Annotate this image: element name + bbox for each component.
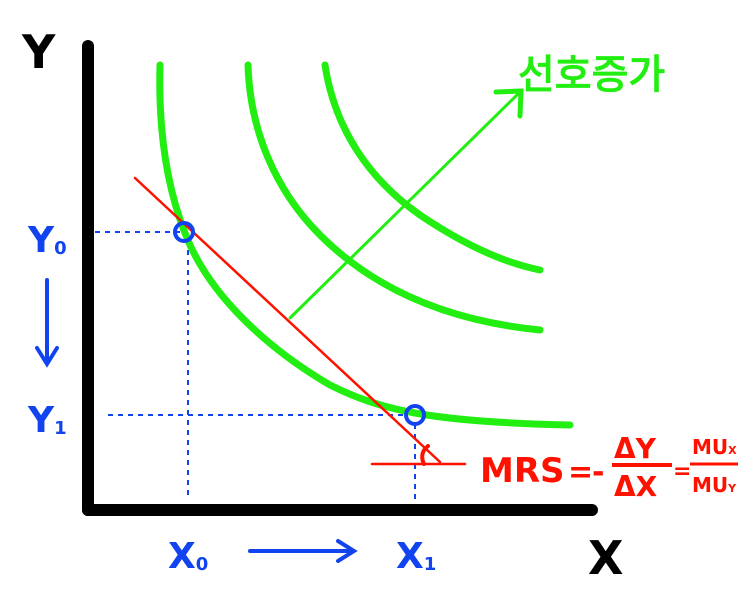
x-axis-label: X [588,531,623,585]
indifference-curve-3 [321,61,544,274]
point-b [404,404,426,426]
mrs-formula: MRS = - ΔY ΔX = MUX MUY [480,432,738,503]
minus-sign: - [592,455,604,490]
equals-sign-2: = [673,459,691,484]
x-marks: X0 X1 [168,536,436,577]
mrs-label: MRS [480,451,565,491]
arrow-down-icon [35,278,59,368]
mu-x: MUX [692,435,737,459]
x1-label: X1 [396,536,436,577]
equals-sign: = [568,455,593,490]
y-axis-label: Y [21,25,56,79]
preference-increase-label: 선호증가 [518,52,665,98]
delta-x: ΔX [614,470,658,503]
point-a [173,221,195,243]
guide-lines [95,231,416,500]
x0-label: X0 [168,536,208,577]
slope-triangle [420,444,430,466]
indifference-curve-2 [244,61,544,334]
y-marks: Y0 Y1 [27,220,67,441]
axes [82,40,598,516]
tangent-line [133,176,467,466]
mu-y: MUY [692,473,737,497]
arrow-right-icon [248,539,358,563]
y0-label: Y0 [27,220,67,261]
delta-y: ΔY [614,432,657,465]
y1-label: Y1 [27,400,67,441]
arrow-up-right-icon [288,88,524,320]
